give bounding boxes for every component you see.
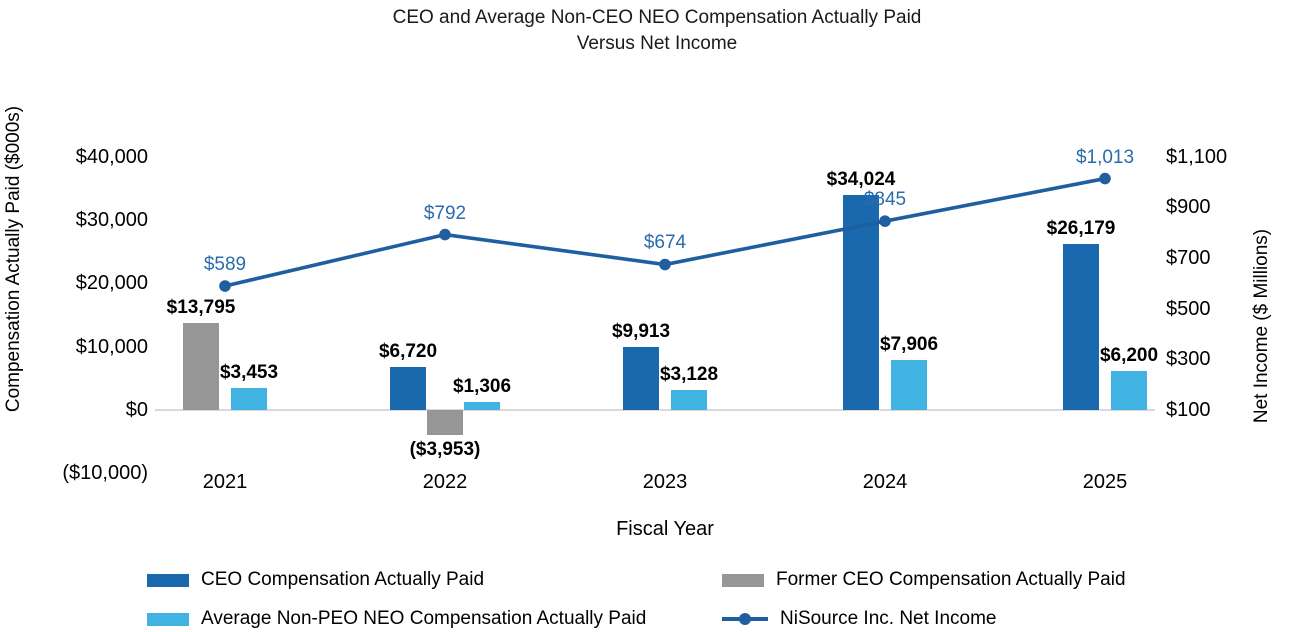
- net-income-point-2021: [219, 280, 231, 292]
- legend-label-net-income: NiSource Inc. Net Income: [780, 608, 997, 629]
- net-income-value-label-2023: $674: [643, 232, 687, 254]
- net-income-point-2023: [659, 258, 671, 271]
- net-income-value-label-2025: $1,013: [1075, 146, 1135, 168]
- net-income-value-label-2021: $589: [203, 254, 247, 276]
- right-axis-tick: $700: [1166, 246, 1211, 269]
- ceo-value-label-2025: $26,179: [1046, 218, 1116, 240]
- legend-label-ceo: CEO Compensation Actually Paid: [201, 569, 485, 590]
- avg-neo-bar-2022: [464, 401, 500, 410]
- avg-neo-value-label-2022: $1,306: [452, 375, 512, 397]
- chart-title-line2: Versus Net Income: [576, 33, 738, 54]
- zero-gridline: [155, 409, 1155, 411]
- ceo-bar-2022: [390, 367, 426, 410]
- avg-neo-value-label-2021: $3,453: [219, 362, 279, 384]
- left-axis-tick: $10,000: [75, 335, 148, 358]
- former-ceo-value-label-2021: $13,795: [166, 296, 236, 318]
- former-ceo-bar-swatch-icon: [722, 573, 764, 587]
- ceo-bar-2025: [1063, 244, 1099, 410]
- left-axis-tick: $0: [125, 399, 148, 421]
- legend-item-ceo: CEO Compensation Actually Paid: [147, 569, 485, 590]
- net-income-value-label-2022: $792: [423, 202, 467, 224]
- avg-neo-value-label-2023: $3,128: [659, 364, 719, 386]
- net-income-point-2022: [439, 228, 451, 241]
- former-ceo-value-label-2022: ($3,953): [409, 439, 481, 461]
- right-axis-tick: $500: [1166, 297, 1211, 320]
- x-axis-label-2024: 2024: [862, 471, 908, 493]
- ceo-bar-2024: [843, 194, 879, 410]
- ceo-value-label-2023: $9,913: [611, 321, 671, 343]
- x-axis-label-2021: 2021: [202, 471, 248, 493]
- left-axis-tick: $20,000: [75, 272, 148, 295]
- avg-neo-bar-2023: [671, 390, 707, 410]
- avg-neo-bar-2021: [231, 388, 267, 410]
- x-axis-label-2023: 2023: [642, 471, 688, 493]
- former-ceo-bar-2021: [183, 322, 219, 410]
- avg-neo-value-label-2025: $6,200: [1099, 344, 1159, 366]
- right-axis-tick: $900: [1166, 196, 1211, 219]
- legend-label-former-ceo: Former CEO Compensation Actually Paid: [776, 569, 1126, 590]
- ceo-value-label-2022: $6,720: [378, 341, 438, 363]
- ceo-bar-2023: [623, 347, 659, 410]
- chart-title-line1: CEO and Average Non-CEO NEO Compensation…: [392, 7, 922, 28]
- left-axis-tick: ($10,000): [62, 462, 148, 485]
- x-axis-label-2022: 2022: [422, 471, 468, 493]
- legend-item-former-ceo: Former CEO Compensation Actually Paid: [722, 569, 1126, 590]
- right-axis-tick: $300: [1166, 348, 1211, 371]
- net-income-point-2024: [879, 215, 891, 227]
- net-income-value-label-2024: $845: [863, 189, 907, 211]
- legend-label-avg-neo: Average Non-PEO NEO Compensation Actuall…: [201, 608, 647, 629]
- ceo-value-label-2024: $34,024: [826, 168, 896, 190]
- net-income-point-2025: [1099, 172, 1111, 185]
- legend-item-avg-neo: Average Non-PEO NEO Compensation Actuall…: [147, 608, 647, 629]
- left-axis-tick: $40,000: [75, 145, 148, 168]
- former-ceo-bar-2022: [427, 410, 463, 436]
- x-axis-label-2025: 2025: [1082, 471, 1128, 493]
- avg-neo-bar-2025: [1111, 370, 1147, 410]
- avg-neo-value-label-2024: $7,906: [879, 333, 939, 355]
- x-axis-title: Fiscal Year: [616, 518, 714, 540]
- net-income-line-swatch-icon: [722, 612, 768, 626]
- left-axis-tick: $30,000: [75, 209, 148, 232]
- ceo-bar-swatch-icon: [147, 573, 189, 587]
- chart-title: CEO and Average Non-CEO NEO Compensation…: [0, 5, 1314, 57]
- legend-item-net-income: NiSource Inc. Net Income: [722, 608, 997, 629]
- right-axis-tick: $100: [1166, 399, 1211, 421]
- avg-neo-bar-2024: [891, 359, 927, 410]
- avg-neo-bar-swatch-icon: [147, 612, 189, 626]
- right-axis-tick: $1,100: [1166, 145, 1228, 168]
